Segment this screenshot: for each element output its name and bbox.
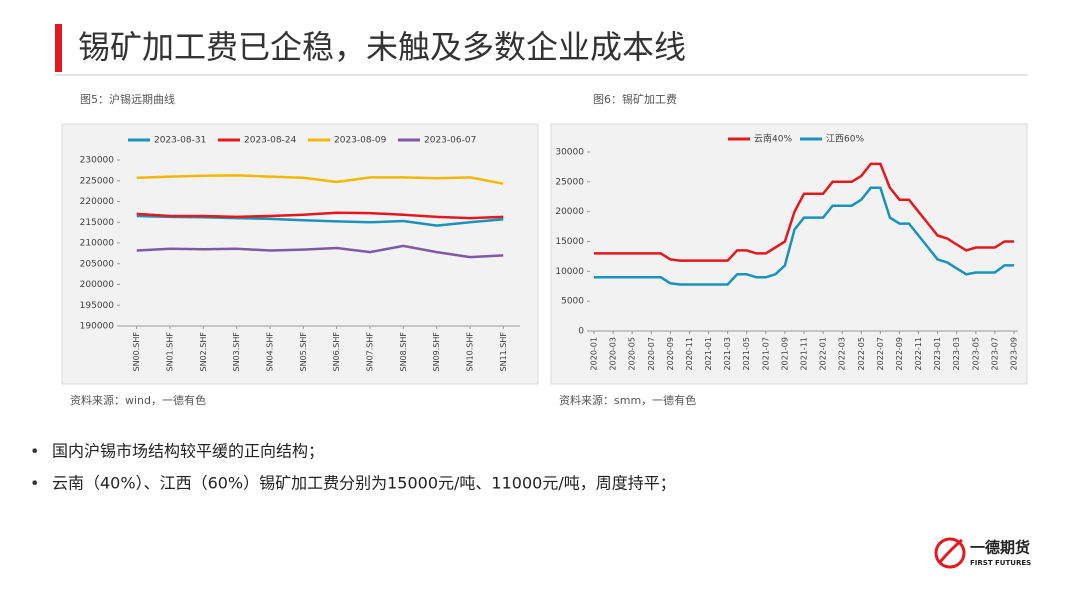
x-tick-label: 2022-11: [914, 337, 923, 370]
x-tick-label: SN09.SHF: [432, 332, 441, 372]
x-tick-label: SN11.SHF: [499, 332, 508, 372]
y-tick-label: 210000: [80, 239, 115, 249]
x-tick-label: 2022-05: [857, 337, 866, 370]
logo-name: 一德期货: [970, 539, 1030, 557]
bullet-dot: •: [30, 474, 39, 493]
x-tick-label: SN10.SHF: [466, 332, 475, 372]
series-line: [136, 211, 504, 220]
y-tick-label: 230000: [80, 156, 115, 166]
x-tick-label: 2021-07: [761, 337, 770, 370]
x-tick-label: SN05.SHF: [299, 332, 308, 372]
series-line: [594, 162, 1014, 262]
series-line: [136, 244, 504, 259]
x-tick-label: 2023-05: [971, 337, 980, 370]
legend-label: 云南40%: [754, 133, 792, 145]
x-tick-label: 2021-05: [742, 337, 751, 370]
bullet: 云南（40%）、江西（60%）锡矿加工费分别为15000元/吨、11000元/吨…: [52, 474, 676, 493]
x-tick-label: 2020-09: [666, 337, 675, 370]
y-tick-label: 20000: [555, 207, 584, 217]
x-tick-label: 2020-07: [647, 337, 656, 370]
x-tick-label: SN08.SHF: [399, 332, 408, 372]
title-bar: [55, 24, 62, 72]
y-tick-label: 30000: [555, 148, 584, 158]
x-tick-label: 2023-07: [990, 337, 999, 370]
x-tick-label: 2021-01: [704, 337, 713, 370]
x-tick-label: 2020-05: [628, 337, 637, 370]
x-tick-label: SN06.SHF: [332, 332, 341, 372]
x-tick-label: 2023-09: [1010, 337, 1019, 370]
bullet-dot: •: [30, 442, 39, 461]
y-tick-label: 5000: [561, 297, 584, 307]
x-tick-label: 2020-01: [590, 337, 599, 370]
y-tick-label: 190000: [80, 322, 115, 332]
logo-mark: [934, 537, 966, 569]
x-tick-label: 2022-07: [876, 337, 885, 370]
x-tick-label: 2022-01: [819, 337, 828, 370]
x-tick-label: SN01.SHF: [166, 332, 175, 372]
y-tick-label: 195000: [80, 301, 115, 311]
legend-label: 2023-08-31: [154, 136, 206, 146]
x-tick-label: 2023-03: [952, 337, 961, 370]
x-tick-label: 2022-03: [838, 337, 847, 370]
y-tick-label: 225000: [80, 176, 115, 186]
bullet: 国内沪锡市场结构较平缓的正向结构；: [52, 442, 324, 461]
x-tick-label: 2021-09: [780, 337, 789, 370]
logo: 一德期货 FIRST FUTURES: [934, 537, 1031, 569]
chart-frame: [61, 123, 539, 385]
x-tick-label: 2020-03: [609, 337, 618, 370]
chart-title: 图5：沪锡远期曲线: [80, 92, 175, 106]
y-tick-label: 0: [578, 327, 584, 337]
x-tick-label: 2023-01: [933, 337, 942, 370]
series-line: [136, 174, 504, 185]
y-tick-label: 205000: [80, 259, 115, 269]
x-tick-label: SN04.SHF: [266, 332, 275, 372]
x-tick-label: SN07.SHF: [366, 332, 375, 372]
logo-swoosh: [938, 538, 963, 563]
x-tick-label: SN03.SHF: [232, 332, 241, 372]
x-tick-label: 2020-11: [685, 337, 694, 370]
legend-label: 江西60%: [826, 134, 864, 145]
y-tick-label: 215000: [80, 218, 115, 228]
chart-title: 图6：锡矿加工费: [593, 92, 677, 106]
y-tick-label: 10000: [555, 267, 584, 277]
logo-english: FIRST FUTURES: [970, 559, 1031, 567]
x-tick-label: SN00.SHF: [132, 332, 141, 372]
legend-label: 2023-06-07: [424, 136, 476, 146]
x-tick-label: SN02.SHF: [199, 332, 208, 372]
y-tick-label: 15000: [555, 237, 584, 247]
y-tick-label: 200000: [80, 280, 115, 290]
x-tick-label: 2021-11: [800, 337, 809, 370]
x-tick-label: 2021-03: [723, 337, 732, 370]
legend-label: 2023-08-24: [244, 136, 297, 146]
y-tick-label: 25000: [555, 177, 584, 187]
chart-source: 资料来源：wind，一德有色: [70, 393, 206, 407]
x-tick-label: 2022-09: [895, 337, 904, 370]
legend-label: 2023-08-09: [334, 136, 387, 146]
y-tick-label: 220000: [80, 197, 115, 207]
series-line: [594, 186, 1014, 286]
slide-title: 锡矿加工费已企稳，未触及多数企业成本线: [78, 28, 686, 66]
chart-source: 资料来源：smm，一德有色: [559, 393, 696, 407]
